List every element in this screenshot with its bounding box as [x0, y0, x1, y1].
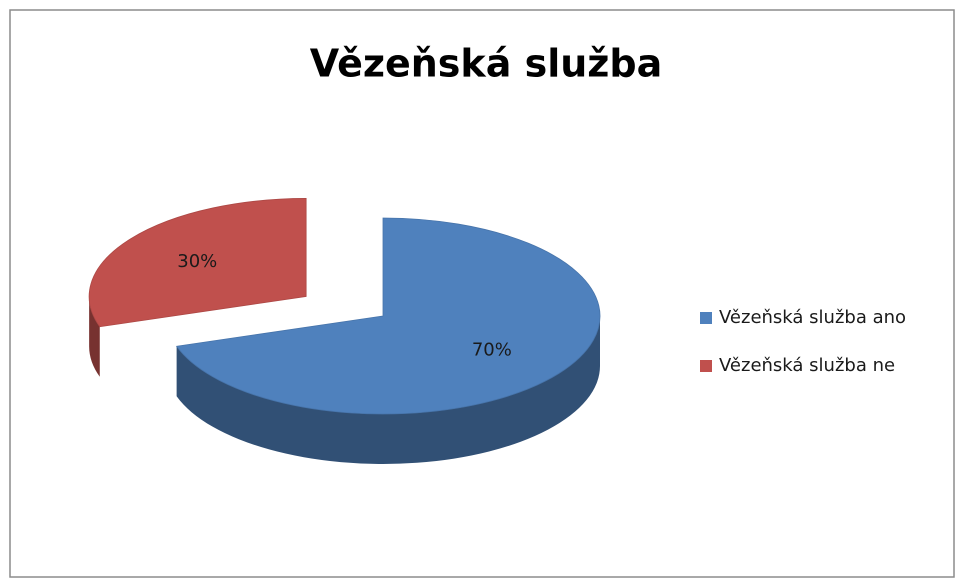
- data-label: 70%: [472, 340, 512, 361]
- chart-title: Vězeňská služba: [310, 42, 662, 86]
- slice: [175, 217, 601, 415]
- slice: [88, 198, 307, 328]
- legend-label: Vězeňská služba ano: [719, 307, 906, 328]
- slice-side: [89, 296, 100, 377]
- legend-label: Vězeňská služba ne: [719, 355, 895, 376]
- slice-side: [176, 316, 601, 464]
- data-label: 30%: [177, 251, 217, 272]
- legend-swatch: [700, 312, 712, 324]
- legend-swatch: [700, 360, 712, 372]
